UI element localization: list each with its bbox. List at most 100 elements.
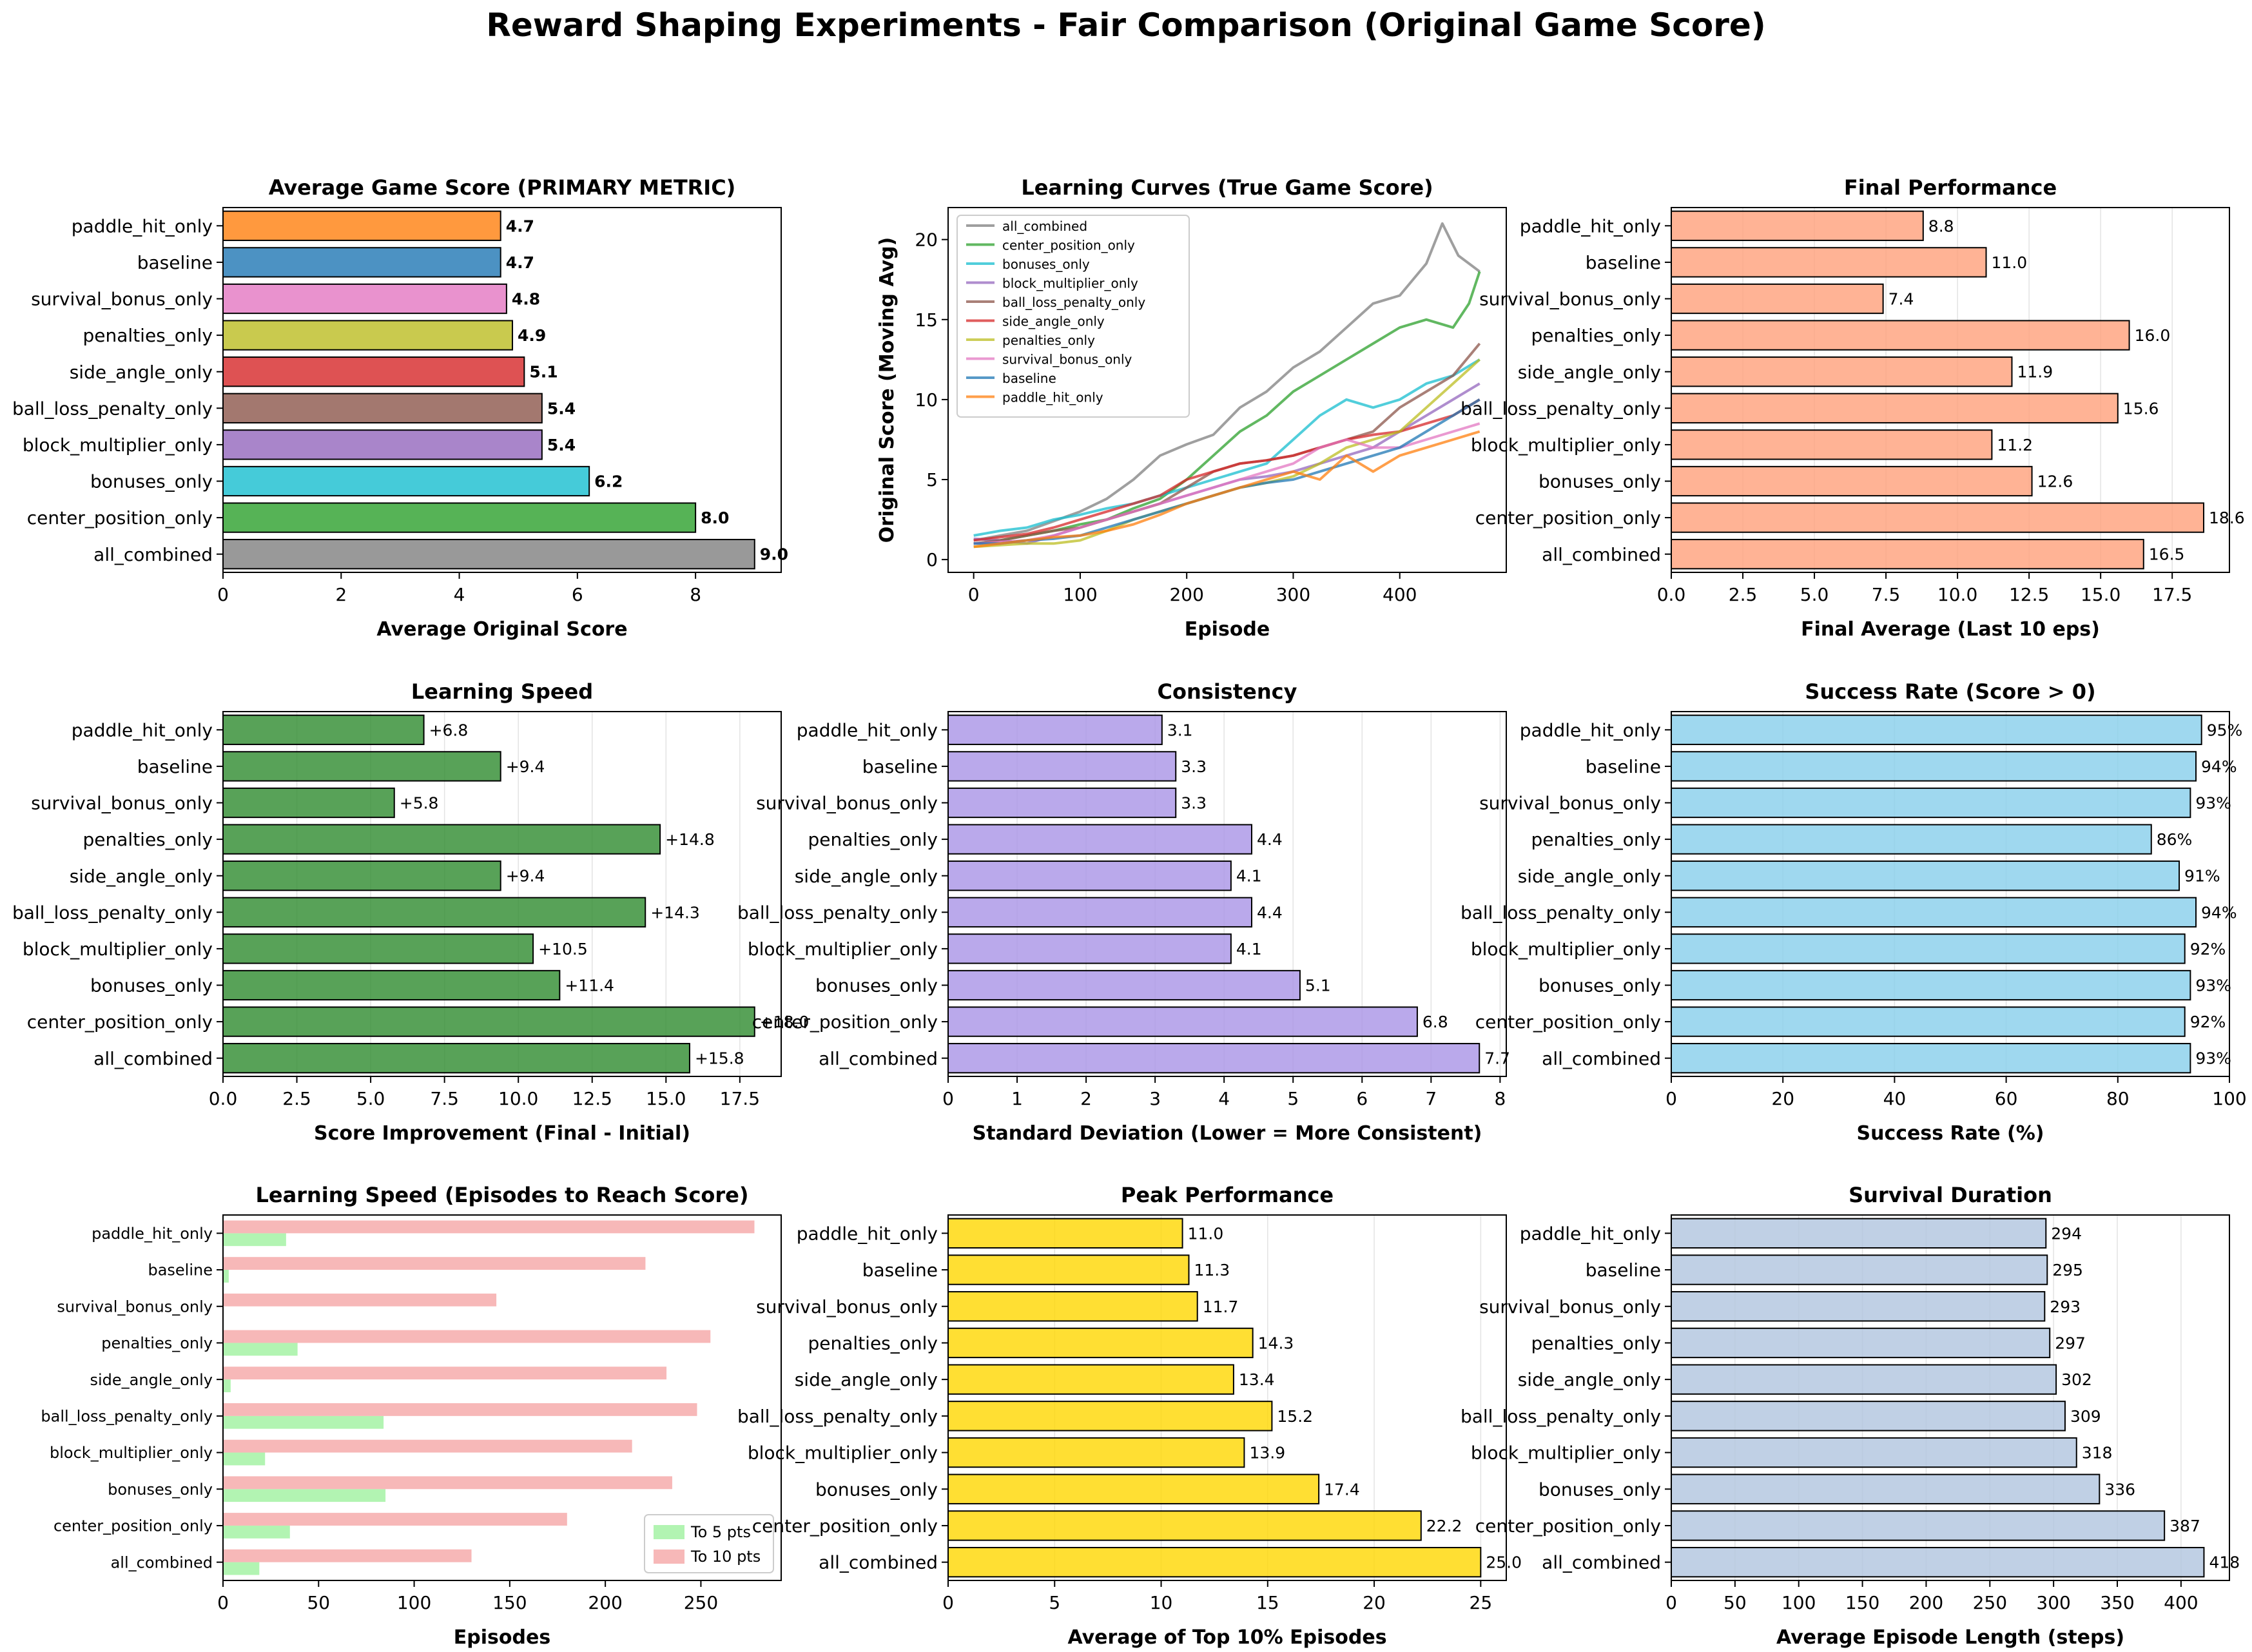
- bar-value-label: 294: [2051, 1224, 2082, 1243]
- x-tick-label: 0: [217, 1592, 229, 1613]
- bar-value-label: 93%: [2195, 1049, 2231, 1068]
- bar: [222, 714, 425, 745]
- x-tick-label: 0: [942, 1088, 954, 1109]
- y-tick-label: ball_loss_penalty_only: [1461, 902, 1661, 923]
- bar-to-10-pts: [223, 1403, 697, 1416]
- y-tick-label: baseline: [1586, 252, 1661, 273]
- x-tick-label: 20: [1771, 1088, 1794, 1109]
- y-tick-label: baseline: [137, 756, 213, 777]
- legend-box: [956, 215, 1190, 418]
- x-tick-label: 5.0: [1800, 584, 1829, 605]
- x-tick-label: 60: [1995, 1088, 2018, 1109]
- x-tick-label: 7: [1425, 1088, 1437, 1109]
- bar: [222, 320, 514, 351]
- x-tick-label: 0: [942, 1592, 954, 1613]
- x-tick-label: 2.5: [1729, 584, 1758, 605]
- bar-value-label: 25.0: [1486, 1553, 1522, 1572]
- bar: [947, 824, 1253, 855]
- y-tick-label: paddle_hit_only: [1520, 1223, 1661, 1244]
- bar: [222, 824, 661, 855]
- bar-to-5-pts: [223, 1489, 386, 1502]
- y-tick-label: block_multiplier_only: [23, 434, 213, 456]
- bar: [1671, 320, 2130, 351]
- bar-value-label: 92%: [2190, 1013, 2226, 1031]
- axes-frame: [222, 207, 782, 573]
- bar-value-label: +10.5: [538, 940, 588, 958]
- bar-value-label: +18.0: [760, 1013, 810, 1031]
- y-tick-label: block_multiplier_only: [50, 1444, 213, 1462]
- bar-value-label: 6.2: [594, 472, 623, 491]
- bar: [1671, 1546, 2205, 1578]
- bar-value-label: +15.8: [695, 1049, 744, 1068]
- bar-value-label: 6.8: [1422, 1013, 1448, 1031]
- bar-value-label: 387: [2169, 1517, 2200, 1535]
- legend-label: ball_loss_penalty_only: [1002, 295, 1145, 310]
- x-tick-label: 15: [1256, 1592, 1279, 1613]
- x-axis-label: Final Average (Last 10 eps): [1801, 618, 2100, 641]
- x-tick-label: 15.0: [2081, 584, 2121, 605]
- axes-frame: [222, 1214, 782, 1581]
- bar-value-label: 4.1: [1236, 940, 1262, 958]
- series-line-paddle-hit-only: [973, 430, 1480, 549]
- chart-panel-1: Average Game Score (PRIMARY METRIC) Avera…: [12, 175, 788, 641]
- panel-title: Learning Speed (Episodes to Reach Score): [256, 1183, 749, 1207]
- bar: [1671, 897, 2197, 928]
- x-tick-label: 0: [1665, 1088, 1677, 1109]
- bar-value-label: 8.8: [1928, 217, 1954, 235]
- bar-value-label: +9.4: [506, 867, 545, 886]
- bar: [947, 1327, 1254, 1359]
- chart-panel-2: Learning Curves (True Game Score) Episode…: [876, 175, 1507, 641]
- bar-value-label: 8.0: [701, 509, 729, 527]
- x-tick-label: 250: [1973, 1592, 2007, 1613]
- bar: [1671, 539, 2144, 570]
- x-tick-label: 12.5: [572, 1088, 612, 1109]
- bar-value-label: +11.4: [565, 977, 614, 995]
- bar-value-label: 5.1: [529, 363, 558, 382]
- bar: [1671, 1254, 2048, 1285]
- x-tick-label: 5: [1287, 1088, 1299, 1109]
- bar: [947, 1291, 1198, 1322]
- legend-label: all_combined: [1002, 219, 1087, 234]
- x-tick-label: 100: [397, 1592, 431, 1613]
- y-tick-label: side_angle_only: [1518, 1369, 1661, 1390]
- axes-frame: [947, 1214, 1507, 1581]
- bar: [1671, 933, 2186, 964]
- panel-title: Peak Performance: [1121, 1183, 1334, 1207]
- bar: [1671, 502, 2205, 533]
- x-tick-label: 50: [1723, 1592, 1747, 1613]
- bar-value-label: 18.6: [2209, 509, 2245, 527]
- bar: [1671, 714, 2202, 745]
- bar: [1671, 1473, 2101, 1504]
- x-tick-label: 15.0: [646, 1088, 686, 1109]
- bar-to-5-pts: [223, 1415, 384, 1429]
- bar: [947, 751, 1177, 782]
- bar: [1671, 969, 2191, 1001]
- bar-value-label: 92%: [2190, 940, 2226, 958]
- legend: To 5 pts To 10 pts: [644, 1514, 774, 1573]
- y-tick-label: paddle_hit_only: [72, 719, 213, 741]
- x-tick-label: 2: [335, 584, 347, 605]
- series-line-bonuses-only: [973, 358, 1480, 537]
- chart-panel-6: Success Rate (Score > 0) Success Rate (%)…: [1461, 679, 2247, 1145]
- x-tick-label: 7.5: [1872, 584, 1901, 605]
- bar: [222, 897, 646, 928]
- legend-label: survival_bonus_only: [1002, 352, 1132, 367]
- y-tick-label: survival_bonus_only: [756, 1296, 938, 1317]
- x-axis-label: Average Episode Length (steps): [1776, 1626, 2124, 1649]
- bar: [222, 247, 501, 278]
- bar: [1671, 1218, 2047, 1249]
- bar-value-label: +5.8: [400, 794, 439, 813]
- bar-to-5-pts: [223, 1233, 286, 1247]
- axes-frame: [947, 207, 1507, 573]
- y-tick-label: side_angle_only: [795, 1369, 938, 1390]
- x-axis-label: Average of Top 10% Episodes: [1067, 1626, 1386, 1649]
- bar-value-label: 5.1: [1305, 977, 1331, 995]
- bar-value-label: 12.6: [2037, 472, 2073, 491]
- bar: [947, 1510, 1422, 1541]
- bar: [1671, 1006, 2186, 1037]
- y-tick-label: block_multiplier_only: [23, 938, 213, 960]
- bar-value-label: 4.1: [1236, 867, 1262, 886]
- x-tick-label: 300: [1276, 584, 1310, 605]
- bar-to-10-pts: [223, 1549, 472, 1562]
- x-tick-label: 250: [684, 1592, 718, 1613]
